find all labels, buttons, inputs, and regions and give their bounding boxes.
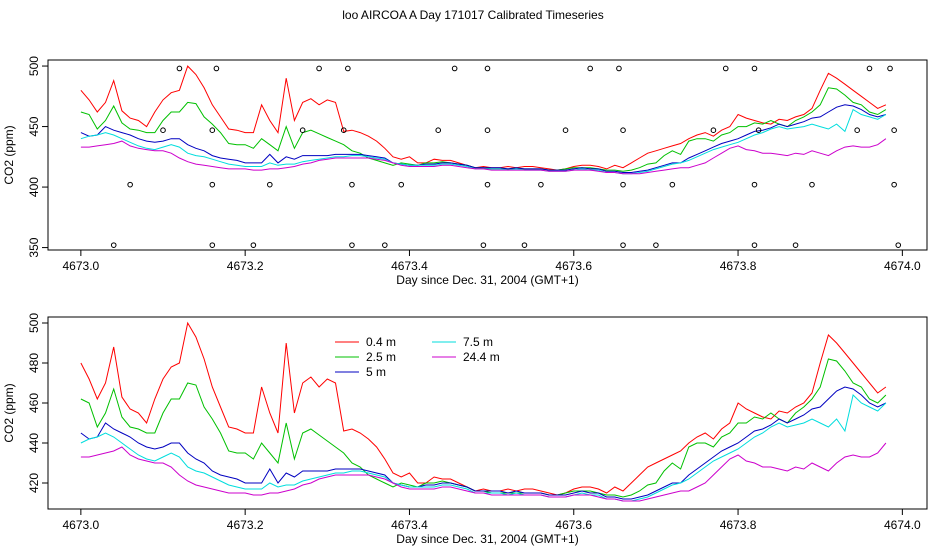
series-line-7-5-m-m [80, 108, 887, 175]
marker-point [176, 65, 183, 72]
series-line-7-5-m-m [80, 394, 887, 502]
marker-point [209, 181, 216, 188]
legend-label: 7.5 m [463, 335, 493, 349]
y-tick-label: 350 [27, 237, 41, 257]
marker-point [398, 181, 405, 188]
marker-point [616, 65, 622, 72]
x-tick-label: 4673.2 [227, 518, 264, 532]
marker-point [127, 181, 133, 188]
marker-point [538, 181, 544, 188]
marker-point [340, 127, 347, 133]
y-tick-label: 420 [27, 473, 41, 493]
y-tick-label: 460 [27, 393, 41, 413]
series-line-0-4-m-m [80, 65, 887, 171]
chart-title: loo AIRCOA A Day 171017 Calibrated Times… [342, 8, 603, 22]
marker-point [382, 242, 388, 248]
x-tick-label: 4673.8 [720, 518, 757, 532]
legend-label: 24.4 m [463, 350, 500, 364]
x-tick-label: 4673.2 [227, 259, 264, 273]
marker-point [710, 127, 717, 133]
x-tick-label: 4674.0 [884, 259, 921, 273]
marker-point [891, 181, 897, 188]
series-line-5-m-m [80, 104, 887, 173]
marker-point [349, 181, 355, 188]
marker-point [653, 242, 659, 248]
series-line-0-4-m-m [80, 321, 887, 496]
marker-point [854, 127, 860, 133]
marker-point [792, 242, 799, 248]
y-tick-label: 500 [27, 313, 41, 333]
marker-point [451, 65, 458, 72]
series-line-5-m-m [80, 386, 887, 500]
x-tick-label: 4673.6 [555, 259, 592, 273]
marker-point [480, 242, 487, 248]
marker-point [435, 127, 442, 133]
marker-point [316, 65, 322, 72]
y-axis-label: CO2 (ppm) [2, 383, 16, 442]
marker-point [250, 242, 257, 248]
y-tick-label: 440 [27, 433, 41, 453]
x-tick-label: 4673.4 [391, 259, 428, 273]
y-axis-label: CO2 (ppm) [2, 125, 16, 184]
series-line-24-4-m-m [80, 442, 887, 502]
marker-point [349, 242, 355, 248]
x-tick-label: 4673.0 [63, 518, 100, 532]
legend-label: 5 m [366, 365, 386, 379]
x-axis-label: Day since Dec. 31, 2004 (GMT+1) [396, 273, 578, 287]
marker-point [562, 127, 569, 133]
marker-point [484, 127, 491, 133]
marker-point [669, 181, 676, 188]
legend-label: 2.5 m [366, 350, 396, 364]
plot-frame [47, 59, 928, 251]
marker-point [866, 65, 873, 72]
y-tick-label: 480 [27, 353, 41, 373]
y-tick-label: 400 [27, 177, 41, 197]
marker-point [213, 65, 220, 72]
marker-point [521, 242, 528, 248]
marker-point [895, 242, 902, 248]
y-tick-label: 450 [27, 116, 41, 136]
marker-point [887, 65, 893, 72]
x-tick-label: 4673.0 [63, 259, 100, 273]
plot-frame [47, 316, 928, 510]
marker-point [160, 127, 166, 133]
marker-point [751, 242, 758, 248]
marker-point [484, 65, 491, 72]
bottom-plot: 4673.0 4673.2 4673.4 4673.6 4673.8 4674.0 Day … [2, 313, 928, 546]
marker-point [209, 127, 216, 133]
marker-point [755, 127, 762, 133]
marker-point [620, 127, 626, 133]
marker-point [587, 65, 593, 72]
marker-point [299, 127, 306, 133]
x-axis-label: Day since Dec. 31, 2004 (GMT+1) [396, 532, 578, 546]
marker-point [620, 242, 626, 248]
marker-point [345, 65, 351, 72]
top-plot: 4673.0 4673.2 4673.4 4673.6 4673.8 4674.0 Day … [2, 56, 928, 287]
series-line-24-4-m-m [80, 138, 887, 175]
marker-point [484, 181, 491, 188]
y-tick-label: 500 [27, 56, 41, 76]
marker-point [209, 242, 216, 248]
x-tick-label: 4673.6 [555, 518, 592, 532]
marker-point [267, 181, 273, 188]
marker-point [891, 127, 897, 133]
x-tick-label: 4673.8 [720, 259, 757, 273]
marker-point [722, 65, 729, 72]
legend-label: 0.4 m [366, 335, 396, 349]
x-tick-label: 4674.0 [884, 518, 921, 532]
marker-point [751, 181, 758, 188]
marker-point [751, 65, 758, 72]
marker-point [110, 242, 117, 248]
marker-point [620, 181, 626, 188]
x-tick-label: 4673.4 [391, 518, 428, 532]
marker-point [809, 181, 815, 188]
